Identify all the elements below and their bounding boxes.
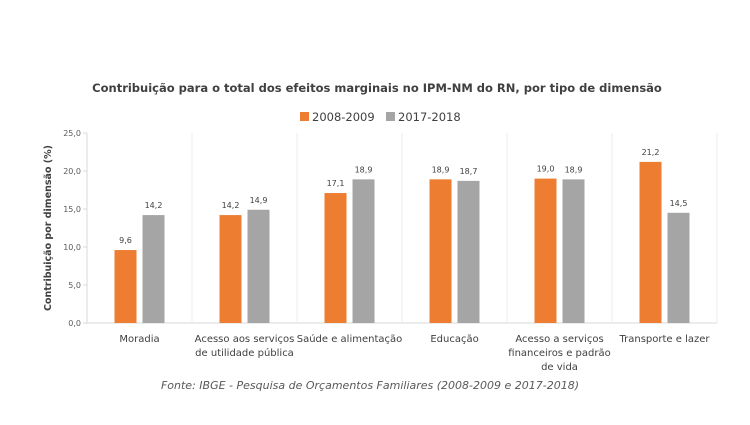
data-label: 18,9: [432, 165, 450, 174]
bar-2017-2018: [352, 179, 375, 323]
bar-2008-2009: [429, 179, 452, 323]
legend-swatch-2017-2018: [386, 112, 395, 121]
data-label: 18,9: [565, 165, 583, 174]
data-label: 14,5: [670, 199, 688, 208]
legend: 2008-2009 2017-2018: [300, 110, 461, 124]
bar-2008-2009: [219, 215, 242, 323]
data-label: 14,9: [250, 196, 268, 205]
bar-2008-2009: [114, 250, 137, 323]
chart-title: Contribuição para o total dos efeitos ma…: [92, 81, 662, 95]
x-tick-label: Moradia: [119, 334, 159, 345]
legend-label-2017-2018: 2017-2018: [398, 110, 461, 124]
x-tick-label: financeiros e padrão: [508, 348, 610, 359]
source-note: Fonte: IBGE - Pesquisa de Orçamentos Fam…: [161, 379, 579, 392]
legend-label-2008-2009: 2008-2009: [312, 110, 375, 124]
bar-2008-2009: [534, 178, 557, 323]
x-tick-label: Transporte e lazer: [618, 334, 710, 345]
y-tick-label: 25,0: [63, 129, 81, 138]
y-tick-label: 10,0: [63, 243, 81, 252]
data-label: 18,7: [460, 167, 478, 176]
x-tick-label: de utilidade pública: [195, 347, 294, 359]
y-axis-label: Contribuição por dimensão (%): [43, 145, 54, 311]
data-label: 21,2: [642, 148, 660, 157]
data-label: 19,0: [537, 165, 555, 174]
bar-2017-2018: [247, 209, 270, 323]
x-tick-label: Educação: [430, 334, 478, 345]
y-tick-label: 15,0: [63, 205, 81, 214]
data-label: 18,9: [355, 165, 373, 174]
bar-2008-2009: [639, 161, 662, 323]
bar-2017-2018: [142, 215, 165, 323]
bar-2017-2018: [667, 212, 690, 323]
data-label: 9,6: [119, 236, 132, 245]
legend-swatch-2008-2009: [300, 112, 309, 121]
data-label: 14,2: [145, 201, 163, 210]
y-tick-label: 5,0: [68, 281, 81, 290]
x-tick-label: Acesso a serviços: [515, 334, 603, 345]
x-tick-label: Saúde e alimentação: [297, 333, 403, 345]
bar-2008-2009: [324, 193, 347, 323]
x-tick-label: de vida: [541, 362, 578, 373]
bar-2017-2018: [457, 180, 480, 323]
data-label: 17,1: [327, 179, 345, 188]
y-tick-label: 0,0: [68, 319, 81, 328]
bar-2017-2018: [562, 179, 585, 323]
data-label: 14,2: [222, 201, 240, 210]
x-tick-label: Acesso aos serviços: [195, 334, 295, 345]
y-tick-label: 20,0: [63, 167, 81, 176]
